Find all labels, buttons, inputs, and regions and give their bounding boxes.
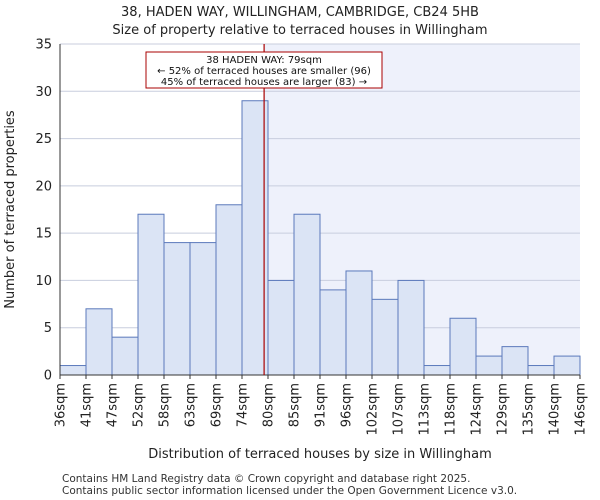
histogram-bar [111,336,139,376]
y-tick-label: 0 [44,369,52,384]
annotation-smaller: ← 52% of terraced houses are smaller (96… [157,66,371,77]
x-tick-label: 135sqm [522,383,537,436]
annotation-larger: 45% of terraced houses are larger (83) → [161,77,367,88]
x-tick-label: 102sqm [366,383,381,436]
y-axis-label: Number of terraced properties [3,110,18,309]
y-tick-label: 25 [35,132,52,147]
histogram-bar [163,242,191,376]
x-tick-label: 85sqm [288,383,303,427]
histogram-bar [475,355,503,376]
histogram-bar [293,213,321,376]
histogram-bar [553,355,581,376]
x-tick-label: 63sqm [184,383,199,427]
histogram-bar [423,365,451,376]
x-tick-label: 80sqm [262,383,277,427]
x-tick-label: 69sqm [210,383,225,427]
x-tick-label: 96sqm [340,383,355,427]
annotation-box [145,51,383,89]
x-axis-label: Distribution of terraced houses by size … [148,447,492,462]
footer-licence: Contains public sector information licen… [62,485,518,497]
y-tick-label: 20 [35,179,52,194]
x-tick-label: 129sqm [496,383,511,436]
x-tick-label: 146sqm [574,383,589,436]
x-tick-label: 47sqm [106,383,121,427]
x-tick-label: 74sqm [236,383,251,427]
histogram-bar [215,204,243,376]
x-tick-label: 113sqm [418,383,433,436]
histogram-bar [527,365,555,376]
histogram-bar [319,289,347,376]
x-tick-label: 36sqm [54,383,69,427]
y-tick-label: 5 [44,321,52,336]
histogram-bar [267,279,295,376]
x-tick-label: 140sqm [548,383,563,436]
x-tick-label: 107sqm [392,383,407,436]
y-tick-label: 35 [35,38,52,53]
histogram-bar [501,346,529,376]
histogram-bar [137,213,165,376]
annotation-title: 38 HADEN WAY: 79sqm [206,55,322,66]
histogram-bar [345,270,373,376]
histogram-bar [397,279,425,376]
x-tick-label: 58sqm [158,383,173,427]
y-tick-label: 30 [35,85,52,100]
chart-subtitle: Size of property relative to terraced ho… [112,23,488,38]
x-tick-label: 118sqm [444,383,459,436]
y-tick-label: 15 [35,227,52,242]
histogram-bar [85,308,113,376]
histogram-bar [371,298,399,376]
x-tick-label: 91sqm [314,383,329,427]
footer-copyright: Contains HM Land Registry data © Crown c… [62,473,471,485]
chart-title: 38, HADEN WAY, WILLINGHAM, CAMBRIDGE, CB… [121,5,479,20]
x-tick-label: 41sqm [80,383,95,427]
histogram-bar [449,317,477,376]
y-tick-label: 10 [35,274,52,289]
x-tick-label: 52sqm [132,383,147,427]
x-tick-label: 124sqm [470,383,485,436]
histogram-bar [189,242,217,376]
histogram-bar [59,365,87,376]
